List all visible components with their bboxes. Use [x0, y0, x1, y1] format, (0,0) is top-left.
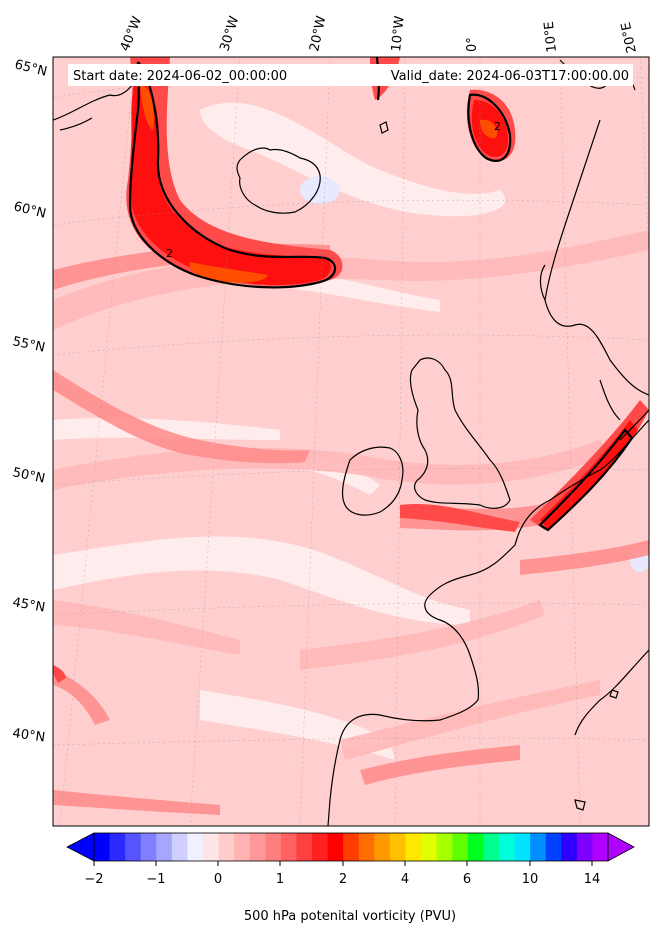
- colorbar-cell: [156, 833, 173, 861]
- lat-label: 65°N: [13, 57, 48, 79]
- colorbar-cell: [249, 833, 266, 861]
- colorbar-tick-label: 14: [584, 872, 601, 887]
- colorbar-cell: [405, 833, 422, 861]
- pv-maximum-patches: [140, 85, 498, 283]
- colorbar-cell: [592, 833, 609, 861]
- lon-label: 0°: [465, 37, 480, 52]
- colorbar-cell: [483, 833, 500, 861]
- colorbar-cell: [312, 833, 329, 861]
- lat-label: 45°N: [11, 595, 46, 615]
- colorbar-cell: [234, 833, 251, 861]
- lat-label: 55°N: [11, 334, 46, 355]
- lon-label: 20°W: [307, 14, 329, 52]
- colorbar-cell: [265, 833, 282, 861]
- colorbar-tick-label: −2: [84, 872, 103, 887]
- colorbar-cell: [389, 833, 407, 861]
- colorbar-cell: [140, 833, 157, 861]
- lon-label: 10°E: [542, 20, 560, 53]
- faroe-islands: [379, 121, 389, 134]
- lon-label: 40°W: [118, 14, 145, 53]
- map-frame: [52, 56, 650, 827]
- colorbar: −2 −1 0 1 2 4 6 10 14 500 hPa potenital …: [66, 832, 635, 924]
- colorbar-cell: [171, 833, 188, 861]
- baltic-coast: [599, 379, 649, 441]
- mediterranean-islands: [574, 689, 619, 811]
- colorbar-tick-label: −1: [146, 872, 165, 887]
- colorbar-cell: [576, 833, 593, 861]
- colorbar-cell: [218, 833, 235, 861]
- contour-label: 2: [494, 120, 501, 133]
- britain-coast: [409, 357, 511, 509]
- colorbar-cell: [94, 833, 111, 861]
- latitude-labels: 65°N 60°N 55°N 50°N 45°N 40°N: [11, 57, 48, 745]
- colorbar-tick-labels: −2 −1 0 1 2 4 6 10 14: [84, 872, 600, 887]
- colorbar-cell: [498, 833, 516, 861]
- colorbar-max-extend: [607, 832, 635, 862]
- lon-label: 30°W: [217, 14, 242, 53]
- colorbar-title: 500 hPa potenital vorticity (PVU): [244, 909, 456, 924]
- colorbar-frame: [93, 832, 609, 862]
- contour-label: 2: [166, 247, 173, 260]
- colorbar-cell: [125, 833, 142, 861]
- colorbar-cell: [452, 833, 469, 861]
- ireland-coast: [341, 446, 404, 516]
- valid-date-text: Valid_date: 2024-06-03T17:00:00.00: [391, 69, 629, 84]
- colorbar-tick-label: 2: [339, 872, 347, 887]
- colorbar-cell: [280, 833, 297, 861]
- colorbar-cell: [374, 833, 391, 861]
- start-date-text: Start date: 2024-06-02_00:00:00: [73, 69, 287, 84]
- colorbar-cell: [467, 833, 484, 861]
- lon-label: 10°W: [389, 15, 408, 52]
- colorbar-min-extend: [66, 832, 95, 862]
- colorbar-tick-label: 1: [276, 872, 284, 887]
- map-panel: 2 2: [53, 57, 649, 826]
- colorbar-cell: [561, 833, 578, 861]
- colorbar-cell: [436, 833, 453, 861]
- colorbar-cell: [545, 833, 562, 861]
- colorbar-cell: [343, 833, 360, 861]
- colorbar-tick-label: 10: [522, 872, 539, 887]
- lat-label: 50°N: [11, 465, 46, 486]
- colorbar-cell: [514, 833, 531, 861]
- colorbar-tick-label: 6: [463, 872, 471, 887]
- colorbar-cell: [296, 833, 313, 861]
- colorbar-cell: [187, 833, 204, 861]
- lat-label: 40°N: [11, 726, 46, 745]
- colorbar-cell: [421, 833, 438, 861]
- colorbar-tick-label: 0: [214, 872, 222, 887]
- europe-coast: [327, 419, 649, 826]
- lat-label: 60°N: [12, 199, 47, 221]
- colorbar-cell: [530, 833, 547, 861]
- iceland-coast: [236, 147, 321, 214]
- lon-label: 20°E: [619, 21, 640, 55]
- longitude-labels: 40°W 30°W 20°W 10°W 0° 10°E 20°E: [118, 14, 640, 54]
- colorbar-tick-label: 4: [401, 872, 409, 887]
- colorbar-cell: [358, 833, 375, 861]
- colorbar-cell: [203, 833, 220, 861]
- colorbar-cells: [94, 833, 609, 861]
- header-box: [68, 64, 633, 86]
- graticule: [53, 57, 649, 826]
- colorbar-cell: [327, 833, 344, 861]
- colorbar-cell: [109, 833, 126, 861]
- colorbar-ticks: [93, 861, 593, 866]
- greenland-coast: [53, 79, 136, 131]
